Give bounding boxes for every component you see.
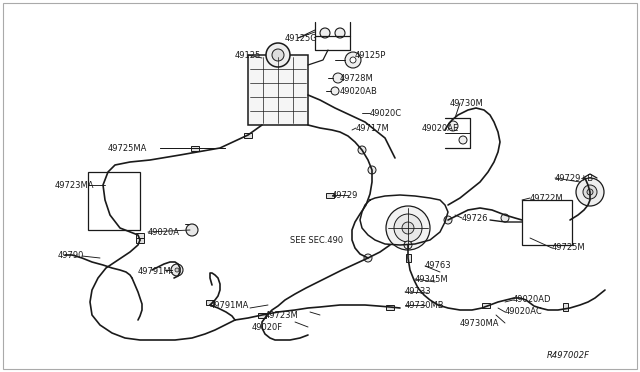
Bar: [191, 146, 199, 151]
Circle shape: [448, 121, 458, 131]
Circle shape: [364, 254, 372, 262]
Text: R497002F: R497002F: [547, 350, 590, 359]
Text: 49730MA: 49730MA: [460, 318, 499, 327]
Bar: [244, 133, 252, 138]
Text: 49726: 49726: [462, 214, 488, 222]
Circle shape: [501, 214, 509, 222]
Text: 49020F: 49020F: [252, 323, 283, 331]
Text: 49733: 49733: [405, 288, 431, 296]
Bar: [88, 172, 140, 230]
Text: 49020A: 49020A: [148, 228, 180, 237]
Text: 49020AE: 49020AE: [422, 124, 460, 132]
Circle shape: [386, 206, 430, 250]
Circle shape: [345, 52, 361, 68]
Bar: [522, 200, 572, 245]
Circle shape: [394, 214, 422, 242]
Text: 49722M: 49722M: [530, 193, 564, 202]
Bar: [326, 193, 334, 198]
Bar: [136, 238, 144, 243]
Circle shape: [333, 73, 343, 83]
Circle shape: [171, 264, 183, 276]
Bar: [482, 303, 490, 308]
Text: 49345M: 49345M: [415, 275, 449, 283]
Bar: [406, 254, 411, 262]
Circle shape: [266, 43, 290, 67]
Circle shape: [186, 224, 198, 236]
Circle shape: [350, 57, 356, 63]
Circle shape: [459, 136, 467, 144]
Circle shape: [272, 49, 284, 61]
Text: 49729+B: 49729+B: [555, 173, 594, 183]
Text: 49125P: 49125P: [355, 51, 387, 60]
Bar: [248, 55, 308, 125]
Circle shape: [587, 189, 593, 195]
Text: 49020AD: 49020AD: [513, 295, 552, 305]
Text: 49020AB: 49020AB: [340, 87, 378, 96]
Text: 49790: 49790: [58, 251, 84, 260]
Circle shape: [335, 28, 345, 38]
Text: 49730MB: 49730MB: [405, 301, 445, 310]
Circle shape: [368, 166, 376, 174]
Circle shape: [583, 185, 597, 199]
Text: 49723MA: 49723MA: [55, 180, 95, 189]
Circle shape: [402, 222, 414, 234]
Text: SEE SEC.490: SEE SEC.490: [290, 235, 343, 244]
Text: 49763: 49763: [425, 262, 452, 270]
Bar: [258, 313, 266, 318]
Bar: [386, 305, 394, 310]
Bar: [563, 303, 568, 311]
Text: 49020C: 49020C: [370, 109, 402, 118]
Circle shape: [444, 216, 452, 224]
Circle shape: [331, 87, 339, 95]
Circle shape: [404, 241, 412, 249]
Bar: [206, 300, 214, 305]
Text: 49729: 49729: [332, 190, 358, 199]
Circle shape: [576, 178, 604, 206]
Circle shape: [320, 28, 330, 38]
Text: 49791MA: 49791MA: [210, 301, 250, 310]
Text: 49125: 49125: [235, 51, 261, 60]
Bar: [136, 233, 144, 238]
Text: 49725MA: 49725MA: [108, 144, 147, 153]
Text: 49125G: 49125G: [285, 33, 317, 42]
Text: 49717M: 49717M: [356, 124, 390, 132]
Circle shape: [175, 268, 179, 272]
Text: 49791M: 49791M: [138, 267, 172, 276]
Text: 49728M: 49728M: [340, 74, 374, 83]
Text: 49730M: 49730M: [450, 99, 484, 108]
Text: 49020AC: 49020AC: [505, 308, 543, 317]
Text: 49725M: 49725M: [552, 244, 586, 253]
Text: 49723M: 49723M: [265, 311, 299, 320]
Circle shape: [358, 146, 366, 154]
